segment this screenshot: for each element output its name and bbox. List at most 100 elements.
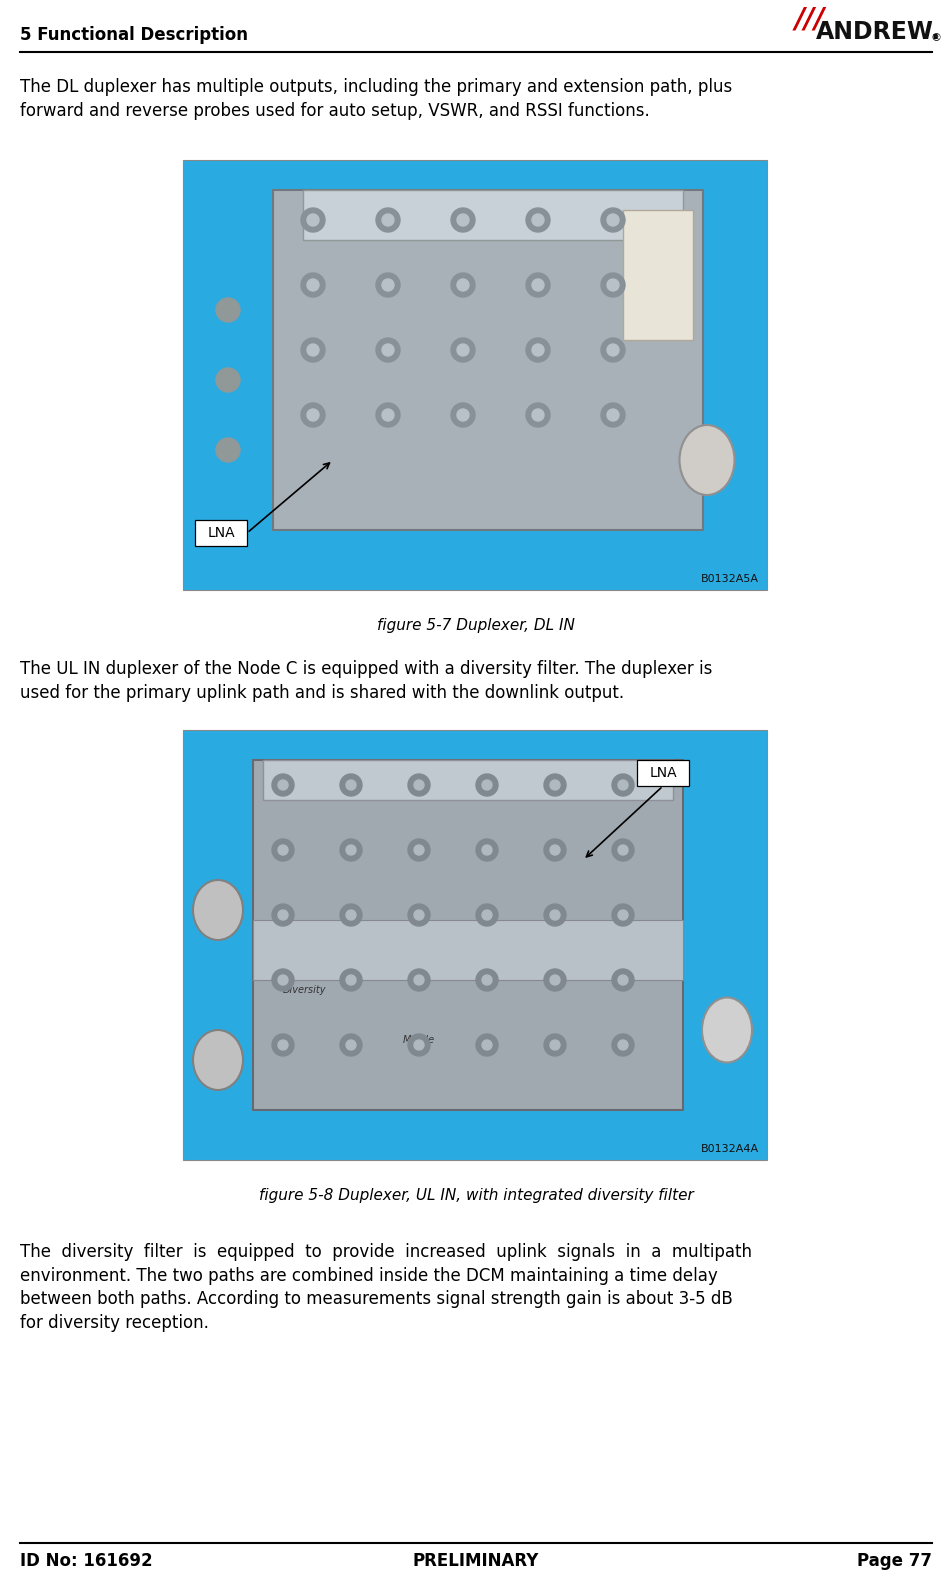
Circle shape <box>612 1034 634 1056</box>
Text: The UL IN duplexer of the Node C is equipped with a diversity filter. The duplex: The UL IN duplexer of the Node C is equi… <box>20 660 712 701</box>
Circle shape <box>278 846 288 855</box>
Circle shape <box>550 1041 560 1050</box>
Circle shape <box>278 1041 288 1050</box>
Bar <box>637 759 689 786</box>
Text: ///: /// <box>795 6 825 35</box>
Circle shape <box>346 975 356 986</box>
Circle shape <box>550 846 560 855</box>
Circle shape <box>408 839 430 861</box>
Text: ANDREW.: ANDREW. <box>816 20 941 44</box>
Circle shape <box>301 402 325 428</box>
Circle shape <box>601 338 625 362</box>
Bar <box>253 920 683 979</box>
Bar <box>183 729 767 1160</box>
Circle shape <box>307 409 319 421</box>
Circle shape <box>272 904 294 926</box>
Circle shape <box>612 839 634 861</box>
Circle shape <box>414 846 424 855</box>
Bar <box>623 211 693 340</box>
Circle shape <box>612 968 634 990</box>
Circle shape <box>340 904 362 926</box>
Text: ID No: 161692: ID No: 161692 <box>20 1552 152 1570</box>
Circle shape <box>550 975 560 986</box>
Circle shape <box>476 968 498 990</box>
Text: Page 77: Page 77 <box>857 1552 932 1570</box>
Circle shape <box>278 780 288 791</box>
Bar <box>183 160 767 590</box>
Circle shape <box>457 344 469 355</box>
Text: The  diversity  filter  is  equipped  to  provide  increased  uplink  signals  i: The diversity filter is equipped to prov… <box>20 1243 752 1331</box>
Circle shape <box>414 1041 424 1050</box>
Circle shape <box>408 773 430 795</box>
Circle shape <box>376 274 400 297</box>
Circle shape <box>216 368 240 391</box>
Circle shape <box>278 910 288 920</box>
Bar <box>195 520 247 545</box>
Circle shape <box>272 1034 294 1056</box>
Circle shape <box>526 274 550 297</box>
Text: figure 5-7 Duplexer, DL IN: figure 5-7 Duplexer, DL IN <box>377 618 575 634</box>
Circle shape <box>544 904 566 926</box>
Text: Mobile: Mobile <box>403 1034 435 1045</box>
Circle shape <box>544 839 566 861</box>
Circle shape <box>272 968 294 990</box>
Circle shape <box>451 338 475 362</box>
Circle shape <box>601 274 625 297</box>
Ellipse shape <box>193 1030 243 1089</box>
Ellipse shape <box>193 880 243 940</box>
Circle shape <box>544 773 566 795</box>
Circle shape <box>457 409 469 421</box>
Circle shape <box>451 274 475 297</box>
Circle shape <box>612 904 634 926</box>
Circle shape <box>272 773 294 795</box>
Bar <box>273 190 703 530</box>
Circle shape <box>607 344 619 355</box>
Circle shape <box>607 214 619 226</box>
Circle shape <box>526 208 550 233</box>
Circle shape <box>307 344 319 355</box>
Text: Diversity: Diversity <box>283 986 327 995</box>
Text: PRELIMINARY: PRELIMINARY <box>413 1552 539 1570</box>
Bar <box>263 759 673 800</box>
Circle shape <box>482 780 492 791</box>
FancyBboxPatch shape <box>303 190 683 241</box>
Circle shape <box>307 278 319 291</box>
Circle shape <box>376 208 400 233</box>
Text: figure 5-8 Duplexer, UL IN, with integrated diversity filter: figure 5-8 Duplexer, UL IN, with integra… <box>259 1188 693 1203</box>
Circle shape <box>278 975 288 986</box>
Circle shape <box>618 910 628 920</box>
Circle shape <box>414 975 424 986</box>
Circle shape <box>340 1034 362 1056</box>
Circle shape <box>451 208 475 233</box>
Circle shape <box>451 402 475 428</box>
Text: B0132A4A: B0132A4A <box>701 1144 759 1154</box>
Circle shape <box>382 278 394 291</box>
Text: B0132A5A: B0132A5A <box>701 574 759 585</box>
Text: LNA: LNA <box>208 527 235 541</box>
Text: LNA: LNA <box>649 766 677 780</box>
Circle shape <box>408 1034 430 1056</box>
Circle shape <box>272 839 294 861</box>
Text: The DL duplexer has multiple outputs, including the primary and extension path, : The DL duplexer has multiple outputs, in… <box>20 79 732 119</box>
Circle shape <box>532 214 544 226</box>
Ellipse shape <box>702 998 752 1063</box>
Circle shape <box>382 214 394 226</box>
Circle shape <box>346 910 356 920</box>
Circle shape <box>340 839 362 861</box>
Circle shape <box>532 409 544 421</box>
Circle shape <box>544 1034 566 1056</box>
Circle shape <box>301 274 325 297</box>
Circle shape <box>544 968 566 990</box>
Circle shape <box>346 846 356 855</box>
Circle shape <box>607 278 619 291</box>
Circle shape <box>307 214 319 226</box>
Text: 5 Functional Description: 5 Functional Description <box>20 27 248 44</box>
Circle shape <box>532 278 544 291</box>
Circle shape <box>216 439 240 462</box>
Circle shape <box>532 344 544 355</box>
Circle shape <box>457 278 469 291</box>
Circle shape <box>482 846 492 855</box>
Circle shape <box>601 208 625 233</box>
Circle shape <box>382 344 394 355</box>
Circle shape <box>340 968 362 990</box>
